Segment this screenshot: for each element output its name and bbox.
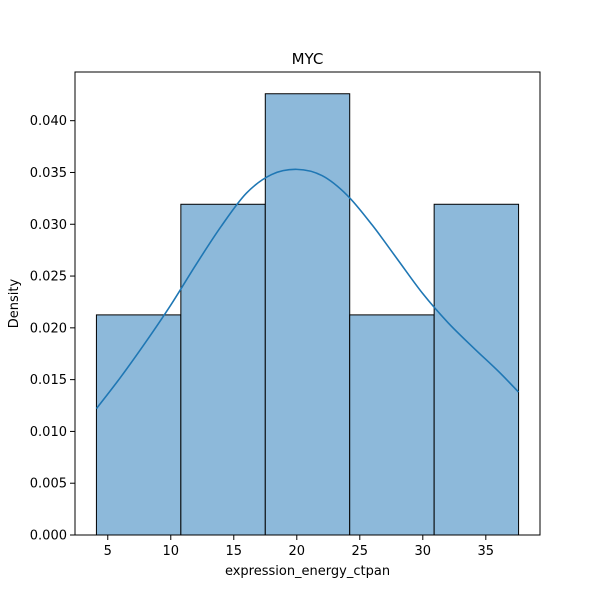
y-tick-label: 0.020 — [30, 321, 67, 336]
x-axis-label: expression_energy_ctpan — [225, 564, 390, 579]
y-tick-label: 0.025 — [30, 270, 67, 285]
plot-frame — [74, 71, 541, 536]
x-tick-label: 25 — [352, 544, 369, 559]
x-tick-label: 5 — [104, 544, 112, 559]
histogram-bar-5 — [433, 203, 520, 536]
x-tick-label: 20 — [289, 544, 306, 559]
x-tick-label: 15 — [226, 544, 243, 559]
y-tick-label: 0.040 — [30, 114, 67, 129]
x-tick-label: 35 — [478, 544, 495, 559]
y-tick-label: 0.015 — [30, 373, 67, 388]
histogram-bar-4 — [349, 314, 435, 536]
y-axis-label: Density — [7, 278, 22, 328]
chart-title: MYC — [292, 50, 324, 68]
x-tick-label: 30 — [415, 544, 432, 559]
y-tick-label: 0.035 — [30, 166, 67, 181]
histogram-bar-2 — [180, 203, 266, 536]
x-axis-ticks: 5 10 15 20 25 30 35 — [104, 535, 494, 559]
histogram-bar-1 — [95, 314, 182, 536]
y-tick-label: 0.030 — [30, 218, 67, 233]
bars-layer — [95, 93, 520, 536]
kde-layer — [95, 168, 520, 410]
y-tick-label: 0.005 — [30, 477, 67, 492]
y-tick-label: 0.000 — [30, 529, 67, 544]
y-tick-label: 0.010 — [30, 425, 67, 440]
x-tick-label: 10 — [162, 544, 179, 559]
kde-density-line — [95, 168, 520, 410]
histogram-bar-3 — [264, 93, 351, 536]
y-axis-ticks: 0.000 0.005 0.010 0.015 0.020 0.025 0.030 0.035… — [30, 114, 75, 544]
